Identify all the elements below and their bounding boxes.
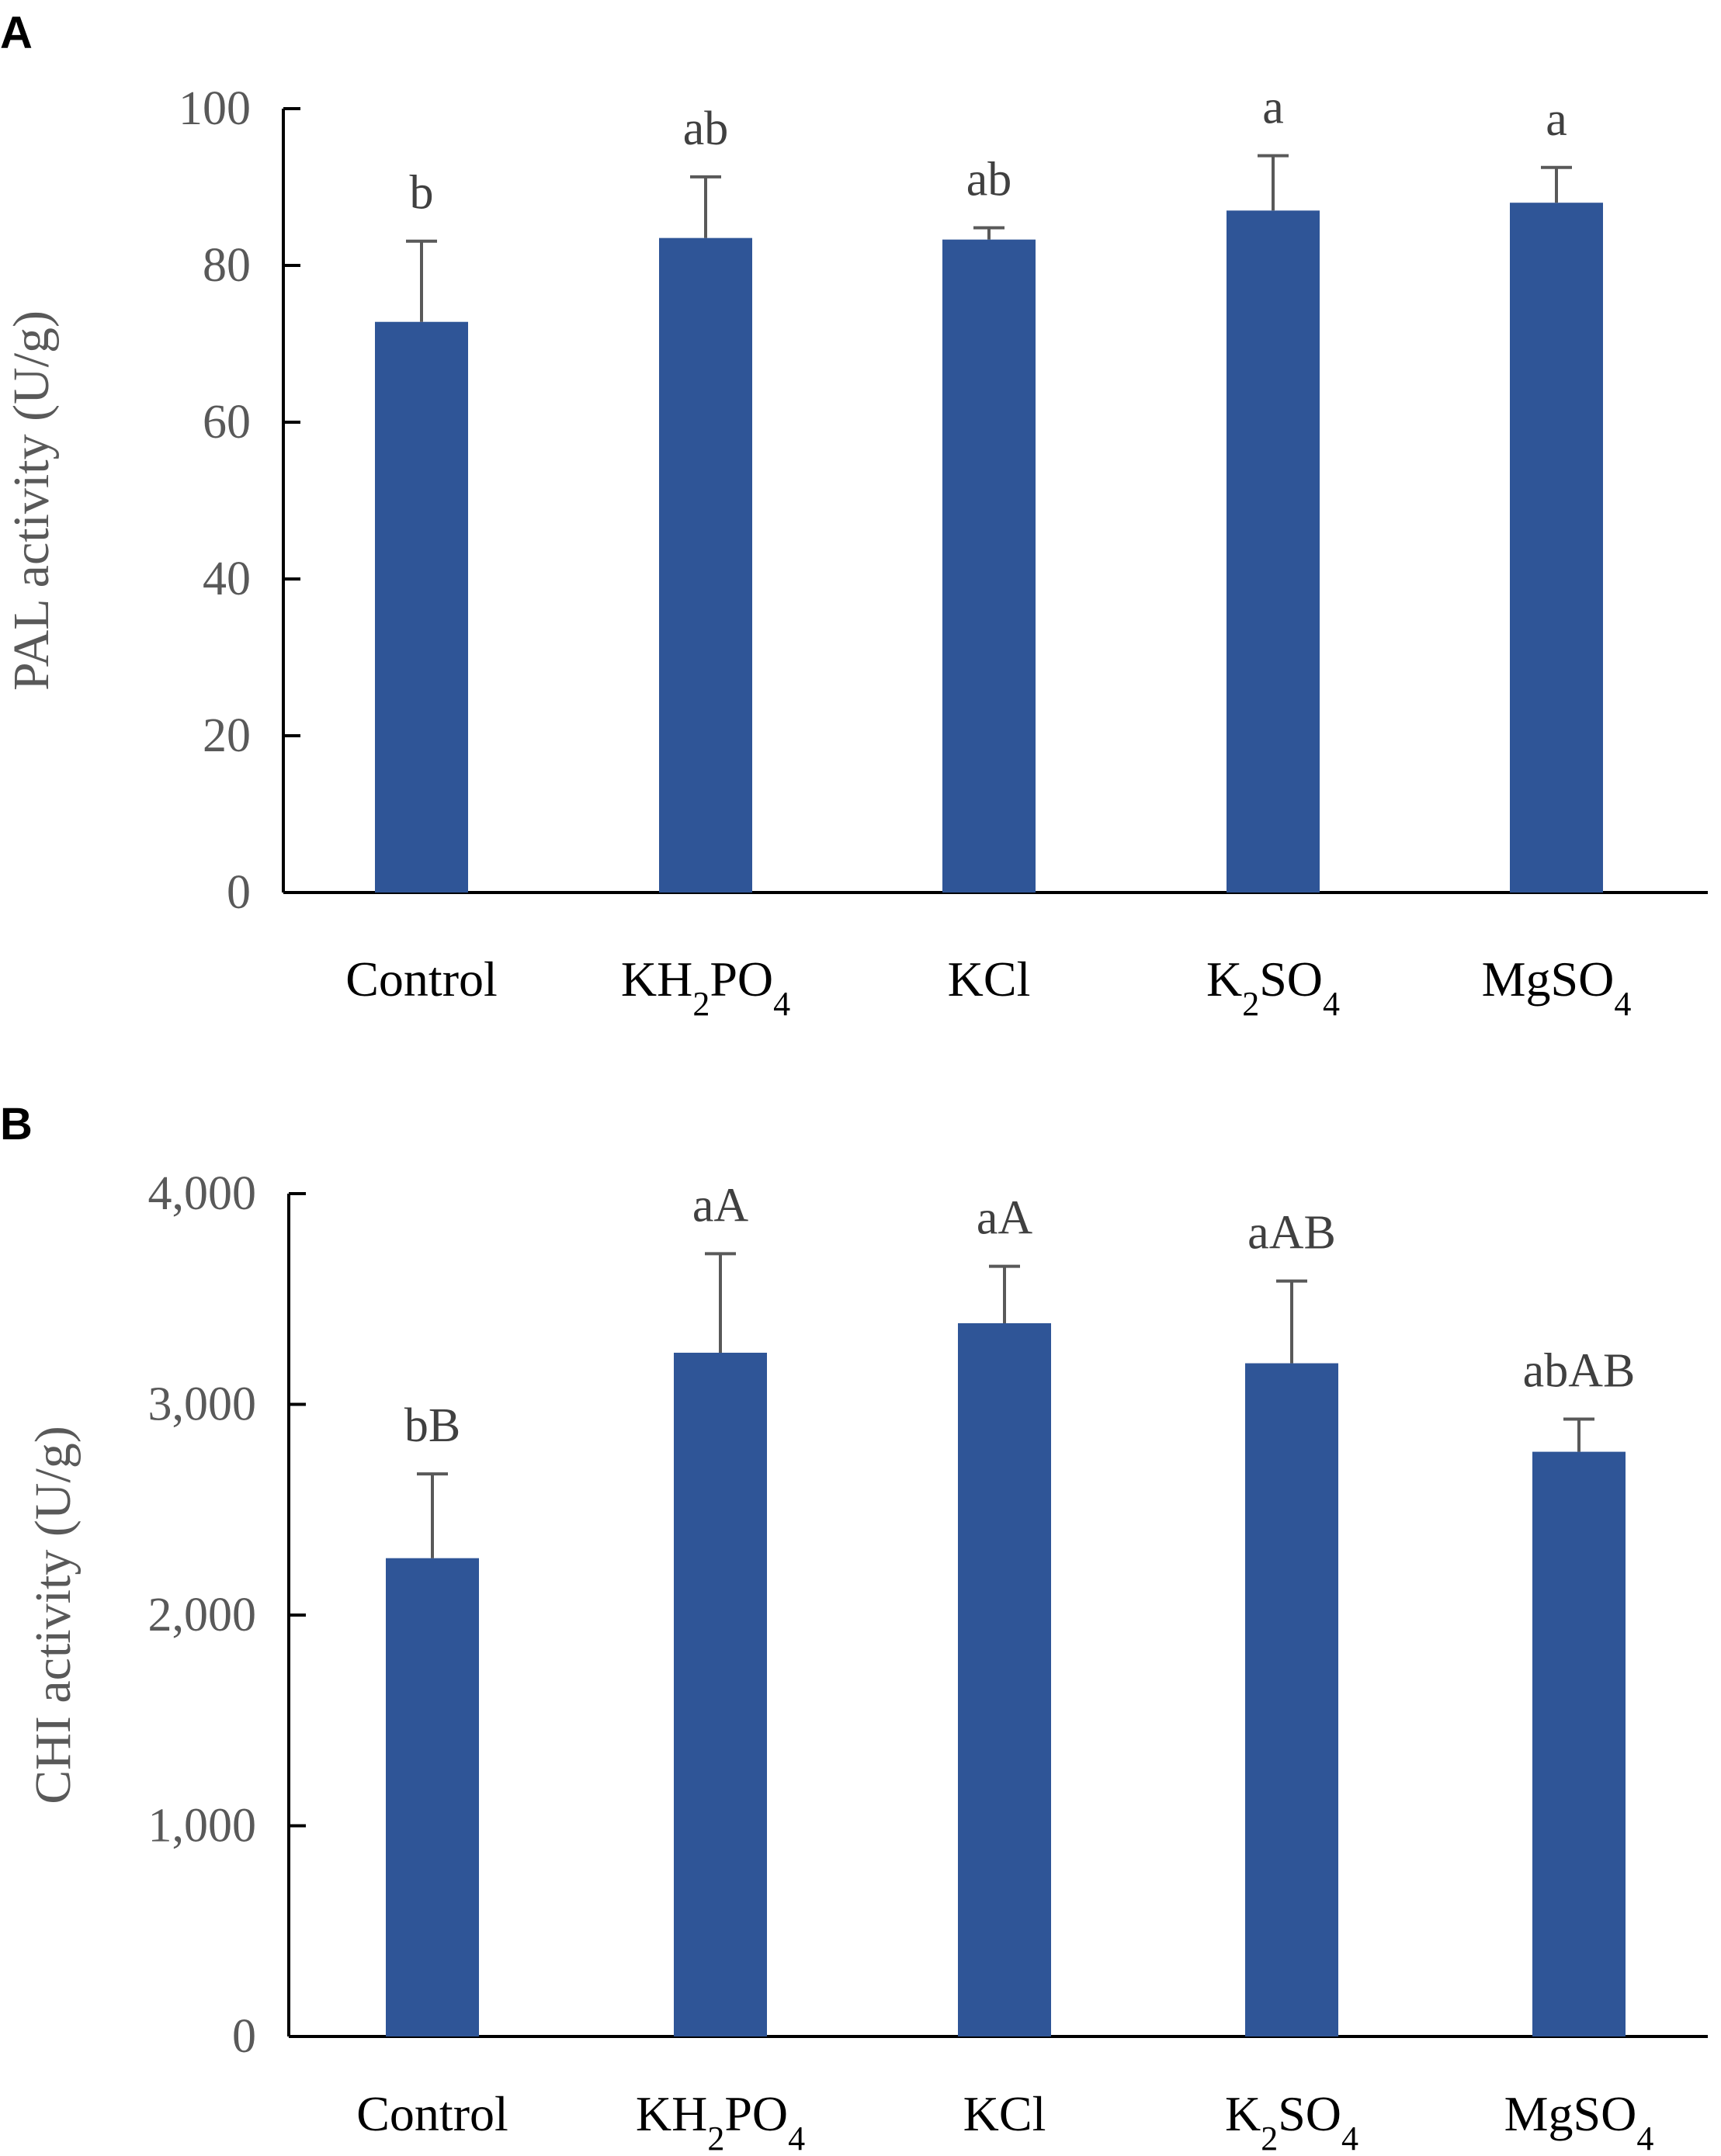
panel-b-bar-control xyxy=(386,1558,479,2036)
panel-b-significance-label: aAB xyxy=(1247,1207,1336,1260)
panel-b-bar-kcl xyxy=(958,1322,1051,2036)
panel-b-bar-k2so4 xyxy=(1245,1363,1338,2036)
panel-b-category-label: K2SO4 xyxy=(1225,2086,1358,2156)
panel-a-bar-kh2po4 xyxy=(659,237,752,893)
panel-b-bar-mgso4 xyxy=(1532,1451,1626,2036)
panel-a-significance-label: a xyxy=(1262,81,1284,134)
panel-b-letter: B xyxy=(0,1099,33,1149)
panel-b-bar-kh2po4 xyxy=(674,1352,767,2036)
panel-b-y-tick-label: 4,000 xyxy=(148,1167,257,1220)
panel-a-category-label: MgSO4 xyxy=(1482,951,1632,1023)
panel-a-pal-chart: A 0 20 40 60 80 100 PAL activity (U/g) b Control a… xyxy=(0,8,1708,1023)
panel-b-significance-label: bB xyxy=(404,1399,460,1452)
panel-a-significance-label: ab xyxy=(683,102,729,155)
panel-b-category-label: KH2PO4 xyxy=(636,2086,805,2156)
panel-a-letter: A xyxy=(0,8,33,58)
panel-a-category-label: KCl xyxy=(948,951,1031,1007)
panel-b-chi-chart: B 0 1,000 2,000 3,000 4,000 CHI activity (U/g)… xyxy=(0,1099,1708,2156)
panel-a-bar-k2so4 xyxy=(1227,210,1320,893)
panel-a-y-tick-label: 20 xyxy=(203,709,251,762)
panel-b-y-tick-label: 3,000 xyxy=(148,1378,257,1431)
panel-a-y-tick-label: 100 xyxy=(179,82,251,135)
panel-a-category-label: Control xyxy=(345,951,498,1007)
panel-b-y-axis-title: CHI activity (U/g) xyxy=(25,1426,82,1804)
panel-b-significance-label: aA xyxy=(977,1192,1033,1245)
panel-b-significance-label: abAB xyxy=(1523,1345,1636,1398)
panel-a-category-label: KH2PO4 xyxy=(621,951,790,1023)
panel-a-bar-kcl xyxy=(942,239,1036,893)
panel-a-bar-mgso4 xyxy=(1510,203,1603,893)
panel-a-significance-label: b xyxy=(410,167,434,220)
panel-b-category-label: Control xyxy=(356,2086,508,2141)
panel-a-bar-control xyxy=(375,321,468,893)
panel-b-category-label: KCl xyxy=(963,2086,1046,2141)
panel-b-y-tick-label: 1,000 xyxy=(148,1800,257,1853)
panel-a-significance-label: ab xyxy=(966,154,1012,206)
panel-a-y-tick-label: 60 xyxy=(203,396,251,449)
panel-b-significance-label: aA xyxy=(692,1179,749,1232)
panel-a-y-axis-title: PAL activity (U/g) xyxy=(3,310,60,691)
panel-a-category-label: K2SO4 xyxy=(1206,951,1340,1023)
panel-a-y-tick-label: 40 xyxy=(203,553,251,605)
panel-a-significance-label: a xyxy=(1546,93,1567,146)
panel-b-y-tick-label: 0 xyxy=(232,2010,256,2063)
panel-a-y-tick-label: 80 xyxy=(203,239,251,292)
panel-b-y-tick-label: 2,000 xyxy=(148,1589,257,1641)
panel-a-y-tick-label: 0 xyxy=(227,866,251,919)
panel-b-category-label: MgSO4 xyxy=(1504,2086,1654,2156)
